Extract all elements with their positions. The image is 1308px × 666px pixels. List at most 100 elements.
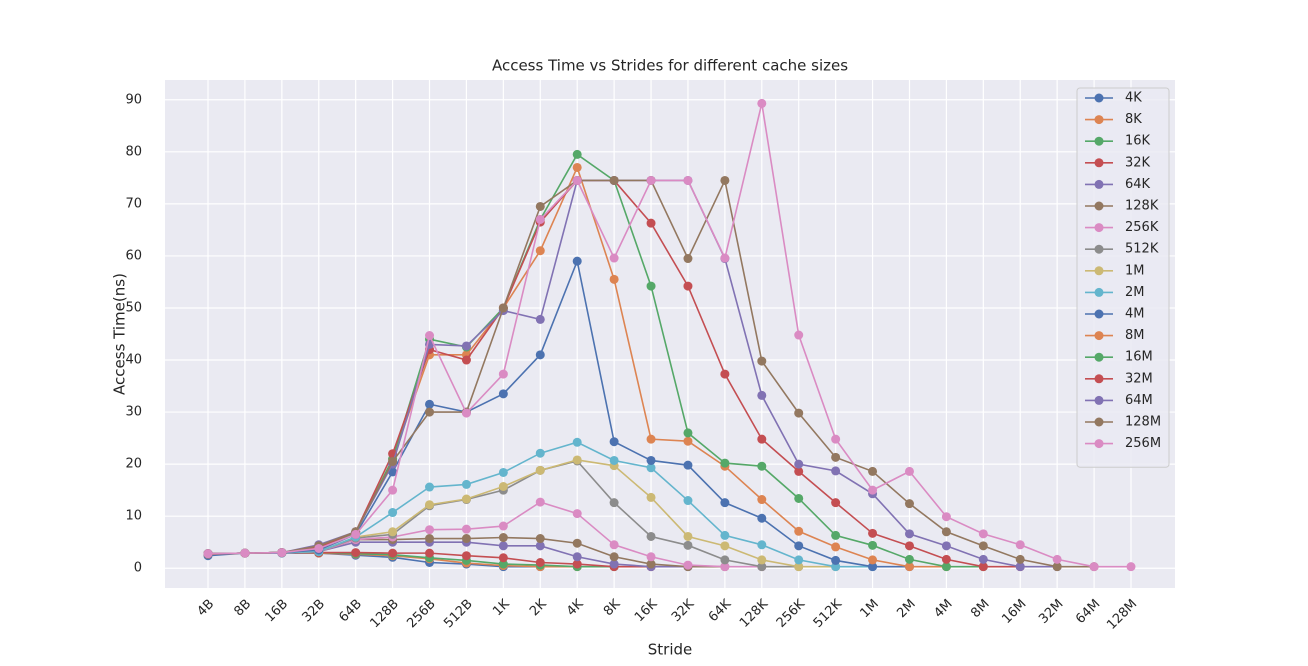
point (388, 527, 398, 537)
point (831, 466, 841, 476)
legend-label: 128K (1125, 199, 1159, 214)
point (535, 246, 545, 256)
point (941, 541, 951, 551)
point (757, 390, 767, 400)
point (646, 531, 656, 541)
x-tick-label: 2K (527, 596, 550, 619)
x-tick-label: 512B (441, 597, 475, 631)
point (609, 175, 619, 185)
point (609, 274, 619, 284)
point (351, 529, 361, 539)
series-line (207, 258, 910, 568)
point (794, 330, 804, 340)
x-tick-label: 64M (1073, 597, 1103, 627)
legend-label: 64M (1125, 393, 1153, 408)
legend-marker (1094, 223, 1104, 233)
point (498, 553, 508, 563)
legend-marker (1094, 179, 1104, 189)
x-axis-label: Stride (648, 641, 693, 659)
point (572, 552, 582, 562)
legend-label: 256M (1125, 436, 1161, 451)
point (757, 434, 767, 444)
point (757, 555, 767, 565)
legend-marker (1094, 201, 1104, 211)
x-tick-label: 8M (968, 597, 992, 621)
x-tick-label: 32K (669, 596, 698, 625)
point (572, 149, 582, 159)
x-tick-label: 64B (336, 597, 365, 626)
point (646, 175, 656, 185)
point (388, 457, 398, 467)
point (794, 493, 804, 503)
legend-marker (1094, 309, 1104, 319)
point (683, 540, 693, 550)
point (757, 540, 767, 550)
point (683, 254, 693, 264)
legend-label: 256K (1125, 220, 1159, 235)
point (609, 498, 619, 508)
legend-box (1076, 87, 1170, 468)
legend-marker (1094, 158, 1104, 168)
y-tick-label: 20 (125, 457, 142, 472)
legend-marker (1094, 266, 1104, 276)
point (203, 549, 213, 559)
point (498, 389, 508, 399)
point (1015, 554, 1025, 564)
point (794, 526, 804, 536)
point (794, 562, 804, 572)
point (425, 407, 435, 417)
point (240, 548, 250, 558)
point (646, 559, 656, 569)
legend-marker (1094, 115, 1104, 125)
point (572, 256, 582, 266)
x-tick-label: 1M (857, 597, 881, 621)
point (831, 434, 841, 444)
point (609, 559, 619, 569)
y-tick-label: 10 (125, 509, 142, 524)
point (572, 455, 582, 465)
point (978, 541, 988, 551)
legend-marker (1094, 287, 1104, 297)
point (868, 466, 878, 476)
plot-area (165, 80, 1175, 588)
x-tick-label: 512K (811, 596, 846, 631)
y-tick-label: 50 (125, 300, 142, 315)
point (868, 555, 878, 565)
point (720, 562, 730, 572)
legend-label: 16K (1125, 134, 1151, 149)
legend-marker (1094, 331, 1104, 341)
legend-marker (1094, 136, 1104, 146)
x-tick-label: 256B (404, 597, 438, 631)
y-tick-label: 40 (125, 353, 142, 368)
point (498, 303, 508, 313)
point (461, 524, 471, 534)
point (794, 459, 804, 469)
point (609, 437, 619, 447)
legend-marker (1094, 417, 1104, 427)
point (868, 562, 878, 572)
x-tick-label: 16M (999, 597, 1029, 627)
x-tick-label: 2M (894, 597, 918, 621)
point (461, 534, 471, 544)
legend-label: 512K (1125, 242, 1159, 257)
point (683, 428, 693, 438)
point (941, 554, 951, 564)
point (1089, 562, 1099, 572)
x-tick-label: 4K (564, 596, 587, 619)
legend-label: 32M (1125, 371, 1153, 386)
legend-marker (1094, 395, 1104, 405)
point (425, 525, 435, 535)
point (757, 562, 767, 572)
point (794, 466, 804, 476)
legend-label: 1M (1125, 263, 1145, 278)
legend-label: 2M (1125, 285, 1145, 300)
point (720, 541, 730, 551)
y-tick-label: 80 (125, 144, 142, 159)
point (572, 175, 582, 185)
point (978, 562, 988, 572)
point (831, 498, 841, 508)
point (535, 314, 545, 324)
x-tick-label: 16B (263, 597, 292, 626)
x-tick-label: 256K (774, 596, 809, 631)
